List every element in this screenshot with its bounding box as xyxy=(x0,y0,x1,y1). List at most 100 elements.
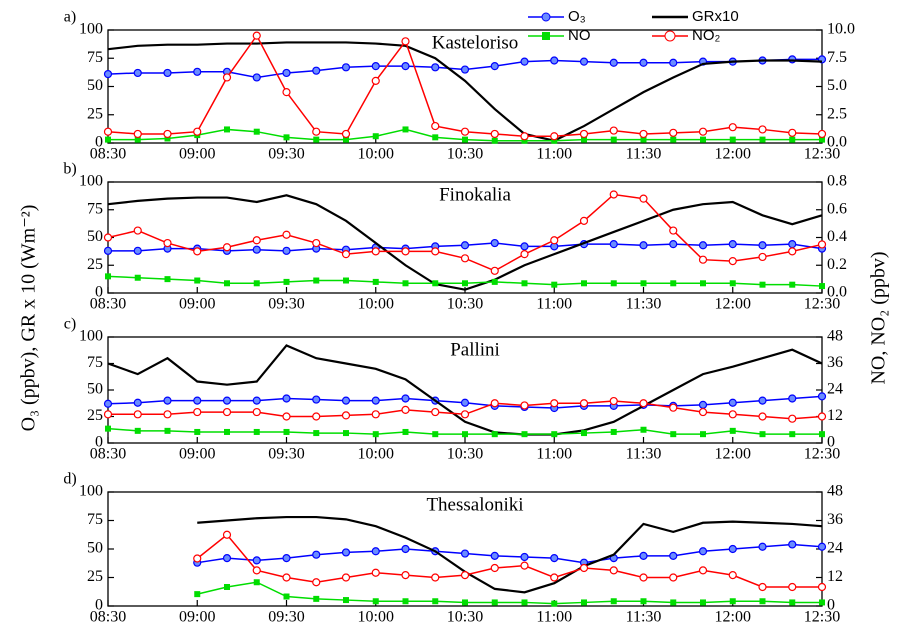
data-point xyxy=(371,410,380,419)
data-point xyxy=(520,401,529,410)
data-point xyxy=(610,136,617,143)
data-point xyxy=(402,280,409,287)
data-point xyxy=(610,598,617,605)
data-point xyxy=(282,68,291,78)
data-point xyxy=(431,121,440,131)
data-point xyxy=(700,136,706,143)
data-point xyxy=(670,599,677,606)
x-tick-label: 08:30 xyxy=(90,446,126,463)
data-point xyxy=(460,398,470,407)
data-point xyxy=(817,392,827,401)
data-point xyxy=(460,549,470,558)
x-tick-label: 12:00 xyxy=(715,146,751,163)
data-point xyxy=(609,396,618,406)
data-point xyxy=(579,57,589,66)
data-point xyxy=(819,599,825,606)
y-tick-label: 75 xyxy=(87,511,103,528)
x-tick-label: 09:30 xyxy=(268,446,304,463)
data-point xyxy=(431,247,440,256)
data-point xyxy=(758,412,767,421)
data-point xyxy=(341,63,351,72)
x-tick-label: 09:00 xyxy=(179,609,215,626)
data-point xyxy=(253,280,260,287)
data-point xyxy=(551,431,558,438)
data-point xyxy=(550,573,559,582)
y-tick-label: 25 xyxy=(87,407,103,424)
data-point xyxy=(163,410,172,419)
data-point xyxy=(134,274,141,281)
y2-tick-label: 0.6 xyxy=(827,200,847,217)
data-point xyxy=(817,582,827,592)
data-point xyxy=(550,554,559,563)
data-point xyxy=(521,431,528,438)
data-point xyxy=(432,134,439,141)
data-point xyxy=(224,584,230,590)
data-point xyxy=(312,578,321,587)
data-point xyxy=(639,551,648,560)
data-point xyxy=(789,281,796,288)
y-tick-label: 100 xyxy=(79,328,103,345)
data-point xyxy=(817,129,827,139)
x-tick-label: 08:30 xyxy=(90,609,126,626)
data-point xyxy=(789,136,796,143)
data-point xyxy=(194,277,201,284)
data-point xyxy=(520,250,529,259)
data-point xyxy=(698,400,708,409)
data-point xyxy=(252,236,261,245)
y-tick-label: 75 xyxy=(87,200,103,217)
data-point xyxy=(669,226,678,235)
data-point xyxy=(462,280,468,287)
data-point xyxy=(134,427,141,434)
data-point xyxy=(520,57,529,66)
data-point xyxy=(700,431,706,438)
data-point xyxy=(341,396,351,405)
data-point xyxy=(133,410,142,419)
data-point xyxy=(698,547,708,556)
data-point xyxy=(640,280,647,287)
data-point xyxy=(133,398,142,407)
data-point xyxy=(551,137,558,144)
data-point xyxy=(520,132,529,141)
data-point xyxy=(609,126,618,135)
data-point xyxy=(639,399,648,408)
data-point xyxy=(490,266,499,275)
data-point xyxy=(371,547,380,556)
data-point xyxy=(728,123,737,132)
data-point xyxy=(700,280,706,287)
y-tick-label: 50 xyxy=(87,228,103,245)
data-point xyxy=(133,68,142,78)
data-point xyxy=(432,598,439,605)
legend-label: O₃ xyxy=(568,8,586,25)
x-tick-label: 09:00 xyxy=(179,446,215,463)
data-point xyxy=(758,252,767,262)
data-point xyxy=(282,246,291,255)
y2-tick-label: 0.0 xyxy=(827,284,847,301)
data-point xyxy=(283,278,290,285)
data-point xyxy=(639,194,648,203)
data-point xyxy=(224,428,230,435)
data-point xyxy=(193,554,202,563)
data-point xyxy=(252,396,261,405)
data-point xyxy=(224,126,230,133)
data-point xyxy=(639,58,648,67)
data-point xyxy=(788,240,797,249)
data-point xyxy=(817,542,827,551)
data-point xyxy=(698,127,708,136)
data-point xyxy=(579,563,589,573)
data-point xyxy=(728,410,737,419)
data-point xyxy=(371,247,380,256)
series-line xyxy=(107,194,823,291)
data-point xyxy=(788,540,797,549)
y2-tick-label: 10.0 xyxy=(827,21,855,38)
x-tick-label: 11:30 xyxy=(626,146,662,163)
data-point xyxy=(819,283,825,290)
data-point xyxy=(581,599,587,606)
y-tick-label: 50 xyxy=(87,381,103,398)
data-point xyxy=(282,412,291,421)
data-point xyxy=(698,241,708,250)
y-tick-label: 50 xyxy=(87,540,103,557)
y2-tick-label: 24 xyxy=(827,381,843,398)
data-point xyxy=(252,566,261,575)
data-point xyxy=(728,398,737,407)
y-tick-label: 0 xyxy=(95,284,103,301)
